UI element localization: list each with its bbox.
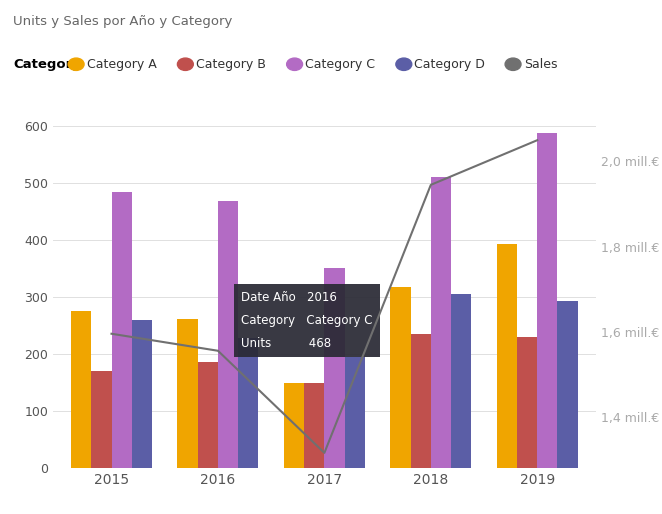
Bar: [345, 357, 365, 468]
Bar: [238, 338, 258, 468]
Bar: [538, 133, 557, 468]
Bar: [177, 319, 198, 468]
Text: Category D: Category D: [414, 58, 485, 71]
Bar: [71, 311, 91, 468]
Bar: [304, 383, 324, 468]
Bar: [496, 244, 517, 468]
Bar: [132, 320, 152, 468]
Bar: [284, 383, 304, 468]
Bar: [431, 177, 451, 468]
Bar: [91, 371, 111, 468]
Bar: [198, 362, 218, 468]
Bar: [324, 268, 345, 468]
Bar: [517, 337, 538, 468]
Text: Category A: Category A: [87, 58, 156, 71]
Bar: [218, 201, 238, 468]
Text: Units y Sales por Año y Category: Units y Sales por Año y Category: [13, 15, 232, 28]
Bar: [391, 287, 410, 468]
Text: Category: Category: [13, 58, 81, 71]
Bar: [410, 334, 431, 468]
Text: Sales: Sales: [524, 58, 557, 71]
Text: Category B: Category B: [196, 58, 266, 71]
Text: Date Año   2016
Category   Category C
Units          468: Date Año 2016 Category Category C Units …: [242, 291, 373, 350]
Bar: [111, 192, 132, 468]
Bar: [451, 294, 471, 468]
Bar: [557, 301, 578, 468]
Text: Category C: Category C: [305, 58, 375, 71]
